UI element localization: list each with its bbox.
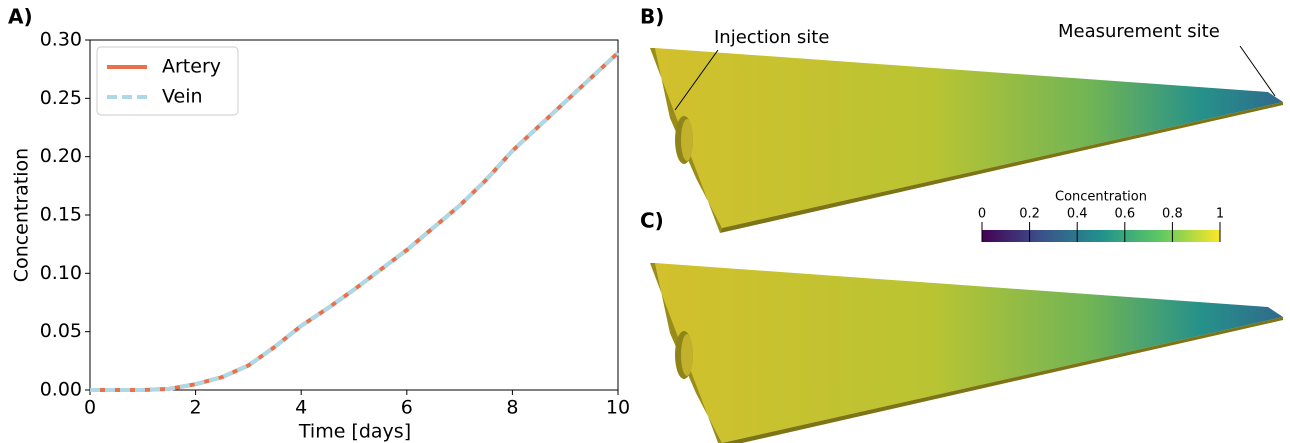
x-tick-label: 4	[295, 397, 307, 419]
vessel-render	[650, 48, 1283, 233]
y-tick-label: 0.25	[40, 87, 82, 109]
y-tick-label: 0.00	[40, 379, 82, 401]
y-axis-label: Concentration	[11, 148, 33, 282]
colorbar-tick-label: 0.2	[1019, 207, 1040, 222]
colorbar-title: Concentration	[1055, 190, 1147, 205]
colorbar-tick-label: 0	[978, 207, 986, 222]
legend-label: Vein	[162, 86, 203, 108]
y-tick-label: 0.10	[40, 262, 82, 284]
render-b: B) Injection site Measurement site	[640, 5, 1283, 234]
y-tick-label: 0.20	[40, 145, 82, 167]
legend-label: Artery	[162, 56, 221, 78]
colorbar-tick-label: 0.8	[1162, 207, 1183, 222]
x-tick-label: 6	[401, 397, 413, 419]
colorbar-tick-label: 0.6	[1114, 207, 1135, 222]
x-tick-label: 8	[506, 397, 518, 419]
render-c: C)	[640, 209, 1283, 443]
x-axis-label: Time [days]	[298, 421, 411, 443]
colorbar-tick-label: 0.4	[1067, 207, 1088, 222]
panel-label: C)	[640, 209, 664, 233]
panel-label: A)	[8, 5, 33, 29]
y-tick-label: 0.05	[40, 320, 82, 342]
annotation: Injection site	[714, 27, 829, 48]
x-tick-label: 10	[606, 397, 630, 419]
annotation: Measurement site	[1058, 21, 1220, 42]
colorbar: Concentration 0 0.2 0.4 0.6 0.8 1	[978, 190, 1224, 243]
panel-label: B)	[640, 5, 664, 29]
y-tick-label: 0.15	[40, 204, 82, 226]
colorbar-tick-label: 1	[1216, 207, 1224, 222]
vessel-render	[650, 263, 1283, 443]
chart-area: Time [days] Concentration A) 0.00 0.05 0.1…	[8, 5, 630, 443]
figure: Time [days] Concentration A) 0.00 0.05 0.1…	[0, 0, 1290, 443]
colorbar-gradient	[982, 230, 1220, 242]
x-tick-label: 2	[190, 397, 202, 419]
x-tick-label: 0	[84, 397, 96, 419]
y-tick-label: 0.30	[40, 29, 82, 51]
annotation-line	[1240, 46, 1275, 96]
